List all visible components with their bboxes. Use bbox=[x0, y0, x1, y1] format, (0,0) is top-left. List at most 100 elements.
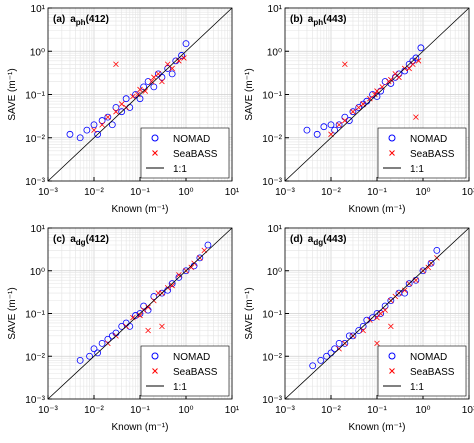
panel-label-wavelength: (443) bbox=[323, 14, 346, 25]
point bbox=[168, 70, 176, 78]
point bbox=[382, 307, 388, 313]
point bbox=[159, 323, 165, 330]
reference-line bbox=[284, 7, 470, 182]
point bbox=[381, 302, 389, 310]
point bbox=[104, 335, 112, 343]
point bbox=[113, 61, 119, 68]
panel-label: (c) adg(412) bbox=[53, 234, 109, 247]
panel-label-wavelength: (443) bbox=[323, 234, 346, 245]
panel-label-subscript: ph bbox=[76, 18, 86, 27]
panel-label-label: (a) bbox=[53, 14, 65, 25]
panel-label-wavelength: (412) bbox=[86, 14, 109, 25]
y-tick-label: 10⁻² bbox=[25, 352, 45, 363]
x-axis-label: Known (m⁻¹) bbox=[349, 204, 406, 215]
y-tick-label: 10⁻¹ bbox=[262, 91, 282, 102]
point bbox=[86, 352, 93, 360]
x-tick-label: 10⁻² bbox=[321, 405, 341, 416]
point bbox=[99, 121, 105, 128]
point bbox=[303, 126, 311, 134]
legend-label: SeaBASS bbox=[173, 367, 218, 378]
y-tick-label: 10⁻³ bbox=[25, 395, 45, 406]
point bbox=[135, 91, 141, 98]
y-axis-label: SAVE (m⁻¹) bbox=[244, 68, 255, 120]
y-tick-label: 10⁻¹ bbox=[25, 310, 45, 321]
x-tick-label: 10⁰ bbox=[178, 187, 193, 198]
point bbox=[136, 95, 144, 103]
x-tick-label: 10⁻³ bbox=[275, 405, 295, 416]
y-tick-label: 10⁻² bbox=[25, 134, 45, 145]
point bbox=[182, 267, 190, 275]
point bbox=[130, 314, 136, 321]
point bbox=[372, 91, 378, 98]
y-tick-label: 10⁻³ bbox=[25, 177, 45, 188]
x-tick-label: 10¹ bbox=[225, 405, 240, 416]
point bbox=[136, 310, 144, 317]
y-tick-label: 10⁻³ bbox=[262, 177, 282, 188]
point bbox=[122, 95, 130, 103]
y-tick-label: 10⁻³ bbox=[262, 395, 282, 406]
point bbox=[118, 108, 126, 116]
panel-label-label: (b) bbox=[290, 14, 303, 25]
point bbox=[142, 88, 149, 94]
point bbox=[164, 61, 171, 68]
y-tick-label: 10⁻¹ bbox=[25, 91, 45, 102]
legend-marker bbox=[151, 134, 159, 142]
point bbox=[144, 78, 152, 85]
y-tick-label: 10⁻² bbox=[262, 134, 282, 145]
y-tick-label: 10⁻¹ bbox=[262, 310, 282, 321]
point bbox=[188, 264, 195, 271]
point bbox=[118, 322, 126, 330]
x-tick-label: 10⁻² bbox=[84, 187, 104, 198]
point bbox=[168, 280, 176, 288]
plot-frame bbox=[284, 227, 470, 400]
y-tick-label: 10⁻² bbox=[262, 352, 282, 363]
legend-marker bbox=[389, 368, 395, 374]
legend-label: NOMAD bbox=[173, 134, 210, 145]
legend-label: NOMAD bbox=[173, 352, 210, 363]
y-tick-label: 10⁰ bbox=[30, 267, 45, 278]
panel-label-variable: a bbox=[70, 14, 76, 25]
point bbox=[415, 58, 422, 64]
point bbox=[313, 130, 321, 138]
point bbox=[341, 339, 349, 347]
point bbox=[374, 340, 380, 347]
point bbox=[90, 345, 98, 353]
y-tick-label: 10¹ bbox=[31, 4, 46, 15]
legend-label: SeaBASS bbox=[173, 149, 218, 160]
point bbox=[137, 86, 143, 93]
point bbox=[118, 101, 125, 107]
point bbox=[150, 293, 158, 300]
point bbox=[309, 362, 317, 370]
panel-label-subscript: dg bbox=[76, 238, 86, 247]
panel-label-variable: a bbox=[70, 234, 76, 245]
point bbox=[91, 127, 97, 133]
point bbox=[359, 322, 367, 330]
y-tick-label: 10¹ bbox=[268, 224, 283, 235]
point bbox=[349, 108, 357, 116]
point bbox=[345, 117, 353, 124]
point bbox=[388, 323, 394, 330]
y-tick-label: 10¹ bbox=[31, 224, 46, 235]
point bbox=[387, 80, 395, 87]
legend-marker bbox=[152, 368, 158, 374]
x-axis-label: Known (m⁻¹) bbox=[112, 204, 169, 215]
point bbox=[355, 104, 362, 111]
legend-marker bbox=[389, 150, 395, 156]
point bbox=[169, 65, 175, 72]
legend-marker bbox=[152, 150, 158, 156]
point bbox=[331, 126, 339, 134]
panel-label: (b) aph(443) bbox=[290, 14, 346, 27]
point bbox=[94, 130, 102, 138]
x-tick-label: 10⁻¹ bbox=[130, 405, 150, 416]
point bbox=[355, 104, 363, 111]
point bbox=[387, 297, 395, 305]
point bbox=[108, 121, 116, 129]
y-tick-label: 10⁰ bbox=[267, 267, 282, 278]
panel-label-subscript: ph bbox=[313, 18, 323, 27]
x-tick-label: 10⁻³ bbox=[38, 187, 58, 198]
point bbox=[401, 287, 408, 294]
point bbox=[427, 259, 435, 267]
point bbox=[159, 78, 165, 85]
x-tick-label: 10¹ bbox=[225, 187, 240, 198]
point bbox=[196, 254, 204, 262]
